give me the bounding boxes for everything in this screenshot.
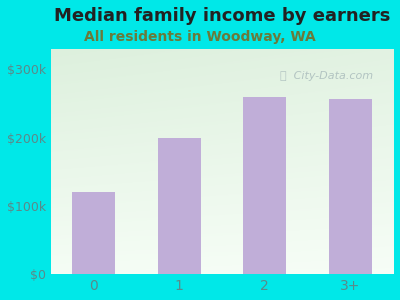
Bar	[329, 99, 372, 274]
Bar	[158, 137, 201, 274]
Title: Median family income by earners: Median family income by earners	[54, 7, 390, 25]
Text: All residents in Woodway, WA: All residents in Woodway, WA	[84, 29, 316, 44]
Bar	[72, 192, 115, 274]
Text: ⓘ  City-Data.com: ⓘ City-Data.com	[280, 71, 373, 81]
Bar	[243, 97, 286, 274]
